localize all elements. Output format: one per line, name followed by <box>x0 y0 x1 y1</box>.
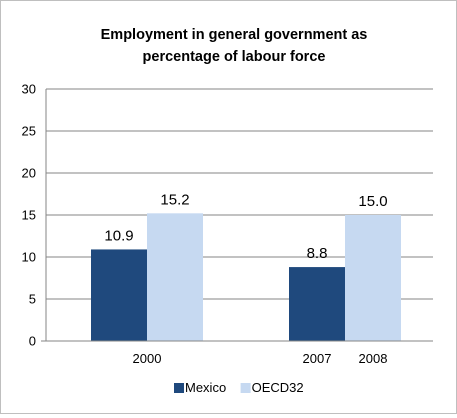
y-tick-label-0: 0 <box>29 334 36 349</box>
y-tick-label-30: 30 <box>22 82 36 97</box>
data-label-oecd32-2000: 15.2 <box>160 191 189 208</box>
legend-label-mexico: Mexico <box>185 380 226 395</box>
x-category-label-2000: 2000 <box>133 351 162 366</box>
x-category-label-2007: 2007 <box>303 351 332 366</box>
y-tick-label-25: 25 <box>22 124 36 139</box>
x-axis-category-labels: 2000 2007 2008 <box>133 351 388 366</box>
data-label-mexico-2000: 10.9 <box>104 227 133 244</box>
data-label-oecd32-2008: 15.0 <box>358 193 387 210</box>
chart-title-line-1: Employment in general government as <box>101 27 368 43</box>
y-tick-label-10: 10 <box>22 250 36 265</box>
chart-title: Employment in general government as perc… <box>101 27 368 65</box>
y-tick-label-15: 15 <box>22 208 36 223</box>
legend-swatch-oecd32 <box>241 383 251 393</box>
bar-mexico-2000 <box>91 249 147 341</box>
y-tick-label-20: 20 <box>22 166 36 181</box>
x-category-label-2008: 2008 <box>359 351 388 366</box>
bars <box>91 213 401 341</box>
data-label-mexico-2007: 8.8 <box>307 245 328 262</box>
y-tick-label-5: 5 <box>29 292 36 307</box>
bar-oecd32-2000 <box>147 213 203 341</box>
legend-label-oecd32: OECD32 <box>252 380 304 395</box>
legend-swatch-mexico <box>174 383 184 393</box>
legend: Mexico OECD32 <box>174 380 304 395</box>
bar-mexico-2007 <box>289 267 345 341</box>
y-axis-tick-labels: 0 5 10 15 20 25 30 <box>22 82 36 349</box>
bar-oecd32-2008 <box>345 215 401 341</box>
chart-title-line-2: percentage of labour force <box>143 49 326 65</box>
